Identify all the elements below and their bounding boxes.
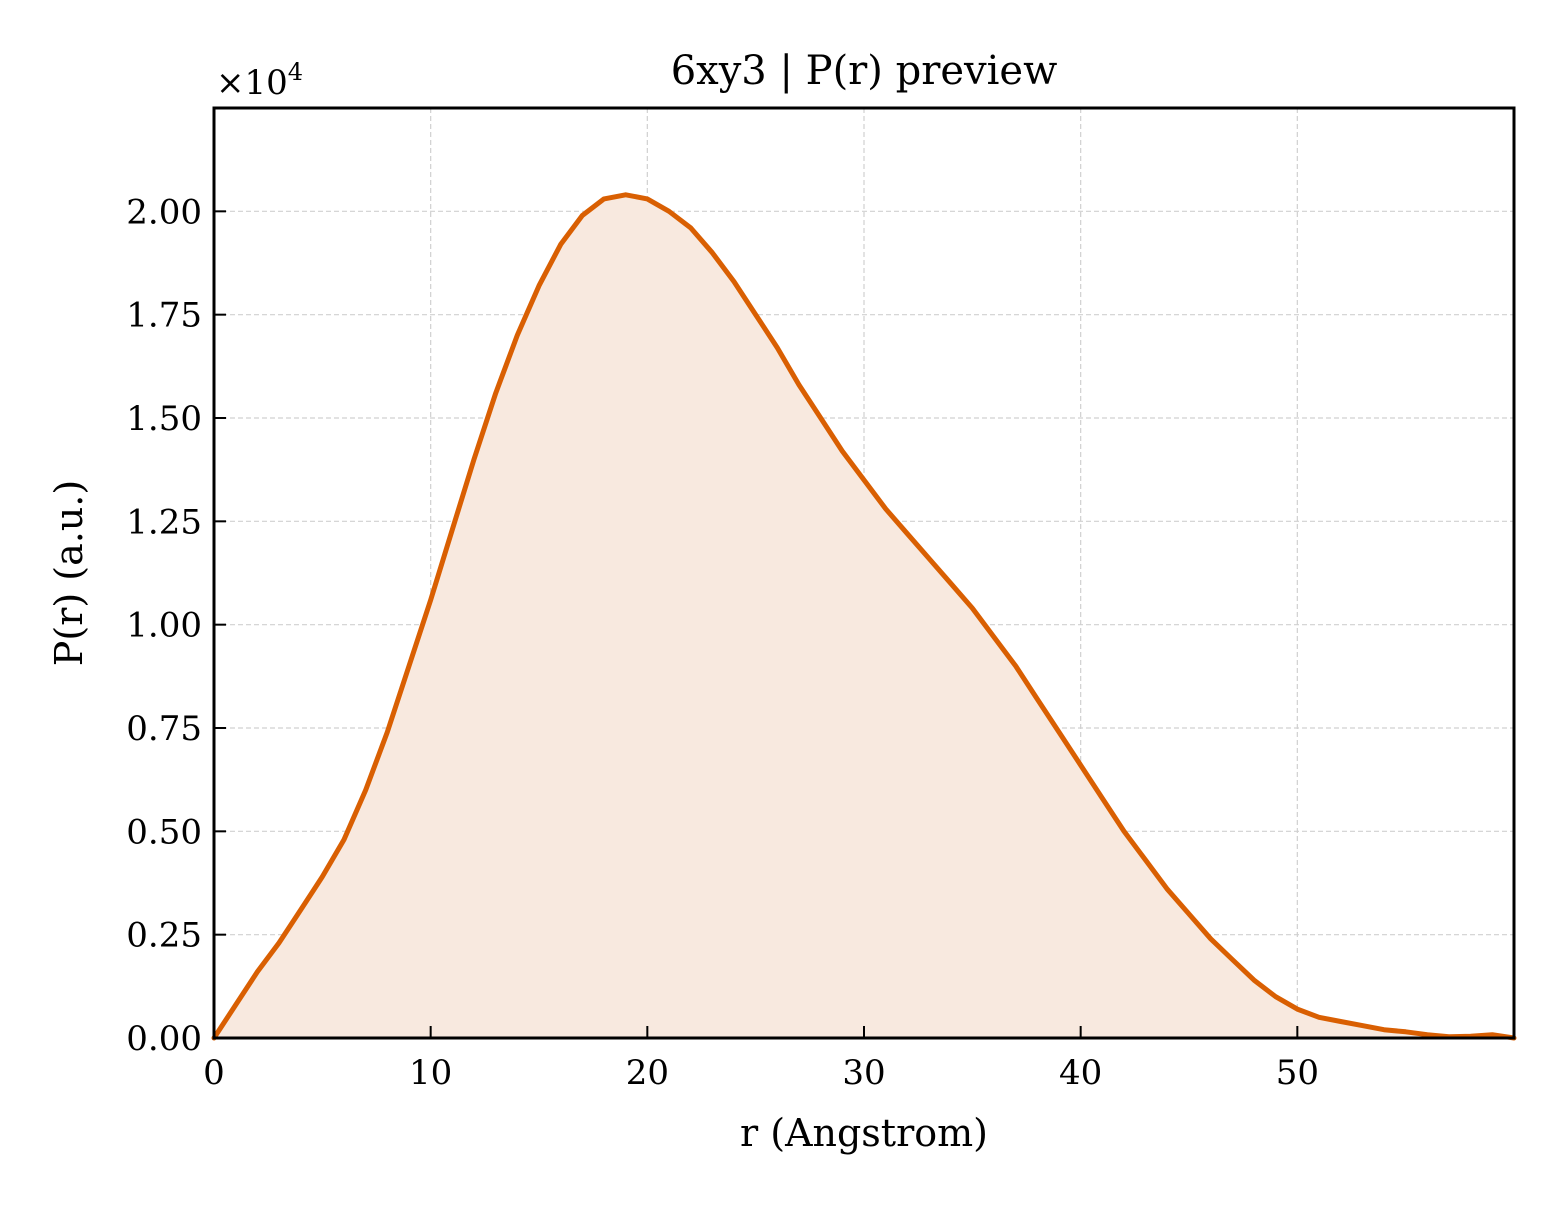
y-multiplier-base: ×10	[216, 63, 288, 103]
x-tick-label: 50	[1276, 1053, 1319, 1093]
tick-layer: 0 10 20 30 40 50 0.00 0.25 0.50 0.75 1.00 1.25 1.50 1…	[126, 192, 1319, 1093]
y-axis-multiplier: ×104	[216, 58, 303, 103]
y-tick-label: 0.00	[126, 1019, 202, 1059]
x-tick-label: 40	[1059, 1053, 1102, 1093]
y-tick-label: 0.50	[126, 812, 202, 852]
chart-title: 6xy3 | P(r) preview	[671, 48, 1058, 94]
y-tick-label: 2.00	[126, 192, 202, 232]
y-tick-label: 1.25	[126, 502, 202, 542]
y-tick-label: 1.00	[126, 606, 202, 646]
x-tick-label: 30	[842, 1053, 885, 1093]
x-tick-label: 0	[203, 1053, 225, 1093]
y-tick-label: 0.75	[126, 709, 202, 749]
y-tick-label: 1.75	[126, 296, 202, 336]
data-layer	[211, 192, 1517, 1041]
y-tick-label: 1.50	[126, 399, 202, 439]
pr-area-fill	[214, 194, 1514, 1039]
y-tick-label: 0.25	[126, 916, 202, 956]
y-multiplier-exponent: 4	[288, 58, 303, 86]
y-axis-title: P(r) (a.u.)	[47, 480, 91, 666]
pr-curve-line	[211, 192, 1517, 1041]
x-axis-title: r (Angstrom)	[740, 1111, 988, 1155]
x-tick-label: 10	[409, 1053, 452, 1093]
x-tick-label: 20	[626, 1053, 669, 1093]
